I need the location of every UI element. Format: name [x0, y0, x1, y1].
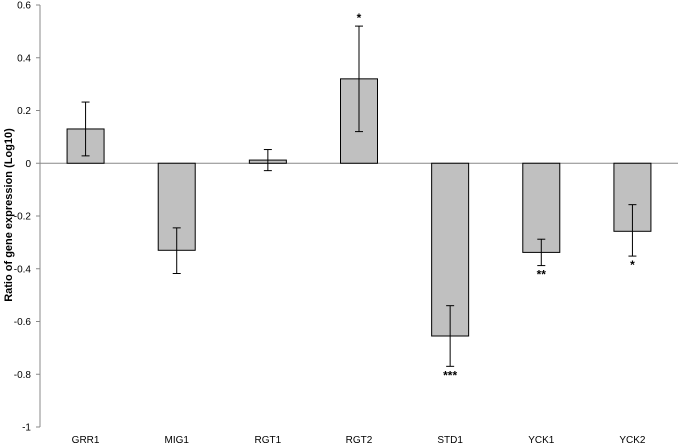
y-tick-label: -0.6: [14, 317, 32, 328]
y-tick-label: -0.8: [14, 370, 32, 381]
y-tick-label: -1: [22, 423, 31, 434]
x-tick-label: RGT1: [255, 435, 282, 446]
y-tick-label: 0.4: [17, 53, 31, 64]
error-bar: [537, 238, 546, 267]
x-axis-labels: GRR1 MIG1 RGT1 RGT2 STD1 YCK1 YCK2: [72, 435, 646, 446]
error-bar: [81, 101, 90, 157]
x-tick-label: STD1: [437, 435, 463, 446]
significance-marker: *: [630, 258, 635, 272]
x-tick-label: MIG1: [164, 435, 189, 446]
error-bar: [355, 25, 363, 133]
y-tick-label: -0.4: [14, 264, 32, 275]
y-tick-label: 0.2: [17, 106, 31, 117]
y-tick-label: 0.6: [17, 1, 31, 12]
x-tick-label: GRR1: [72, 435, 100, 446]
x-tick-label: RGT2: [346, 435, 373, 446]
error-bar: [628, 204, 637, 257]
y-axis-title: Ratio of gene expression (Log10): [3, 128, 15, 302]
significance-marker: **: [537, 268, 547, 282]
bar: [522, 162, 561, 253]
x-tick-label: YCK1: [528, 435, 555, 446]
error-bar: [446, 305, 455, 367]
bars: *******: [66, 11, 652, 382]
significance-marker: *: [357, 11, 362, 25]
y-axis: 0.6 0.4 0.2 0 -0.2 -0.4 -0.6 -0.8 -1: [14, 1, 40, 434]
y-tick-label: -0.2: [14, 212, 32, 223]
error-bar: [263, 149, 272, 172]
significance-marker: ***: [443, 368, 457, 382]
y-tick-label: 0: [25, 159, 31, 170]
error-bar: [172, 227, 181, 274]
x-tick-label: YCK2: [619, 435, 646, 446]
